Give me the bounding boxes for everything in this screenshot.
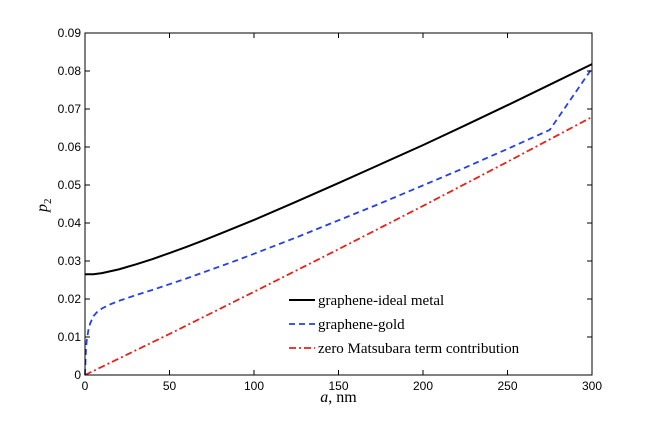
y-tick-label: 0.09 [58, 26, 82, 40]
x-tick-label: 300 [582, 379, 602, 393]
legend-label-graphene-ideal-metal: graphene-ideal metal [318, 293, 444, 309]
legend-label-zero-matsubara: zero Matsubara term contribution [318, 341, 520, 357]
series-line-1 [84, 67, 593, 376]
y-tick-label: 0.07 [58, 102, 82, 116]
x-tick-label: 50 [163, 379, 177, 393]
y-tick-label: 0.03 [58, 254, 82, 268]
x-tick-label: 150 [328, 379, 348, 393]
x-tick-label: 100 [244, 379, 264, 393]
series-line-2 [84, 116, 593, 376]
series-layer [84, 63, 593, 376]
x-tick-label: 200 [413, 379, 433, 393]
y-tick-label: 0.06 [58, 140, 82, 154]
x-tick-label: 250 [497, 379, 517, 393]
y-tick-label: 0.01 [58, 330, 82, 344]
x-axis-label-unit: , nm [328, 389, 357, 406]
ticks-layer: 0 50 100 150 200 250 300 0 0.01 0.02 0.03 0.04 0.05 0… [58, 26, 603, 393]
legend: graphene-ideal metal graphene-gold zero … [289, 293, 520, 357]
series-line-0 [85, 63, 593, 276]
legend-label-graphene-gold: graphene-gold [318, 317, 405, 333]
y-axis-label-base: p [34, 204, 51, 213]
y-axis-label-sub: 2 [42, 199, 54, 205]
y-tick-label: 0 [74, 368, 81, 382]
y-tick-label: 0.08 [58, 64, 82, 78]
y-tick-label: 0.02 [58, 292, 82, 306]
x-axis-label: a, nm [320, 389, 357, 406]
y-tick-label: 0.05 [58, 178, 82, 192]
y-tick-label: 0.04 [58, 216, 82, 230]
y-axis-label: p2 [34, 199, 54, 214]
x-tick-label: 0 [82, 379, 89, 393]
x-axis-label-var: a [320, 389, 328, 406]
